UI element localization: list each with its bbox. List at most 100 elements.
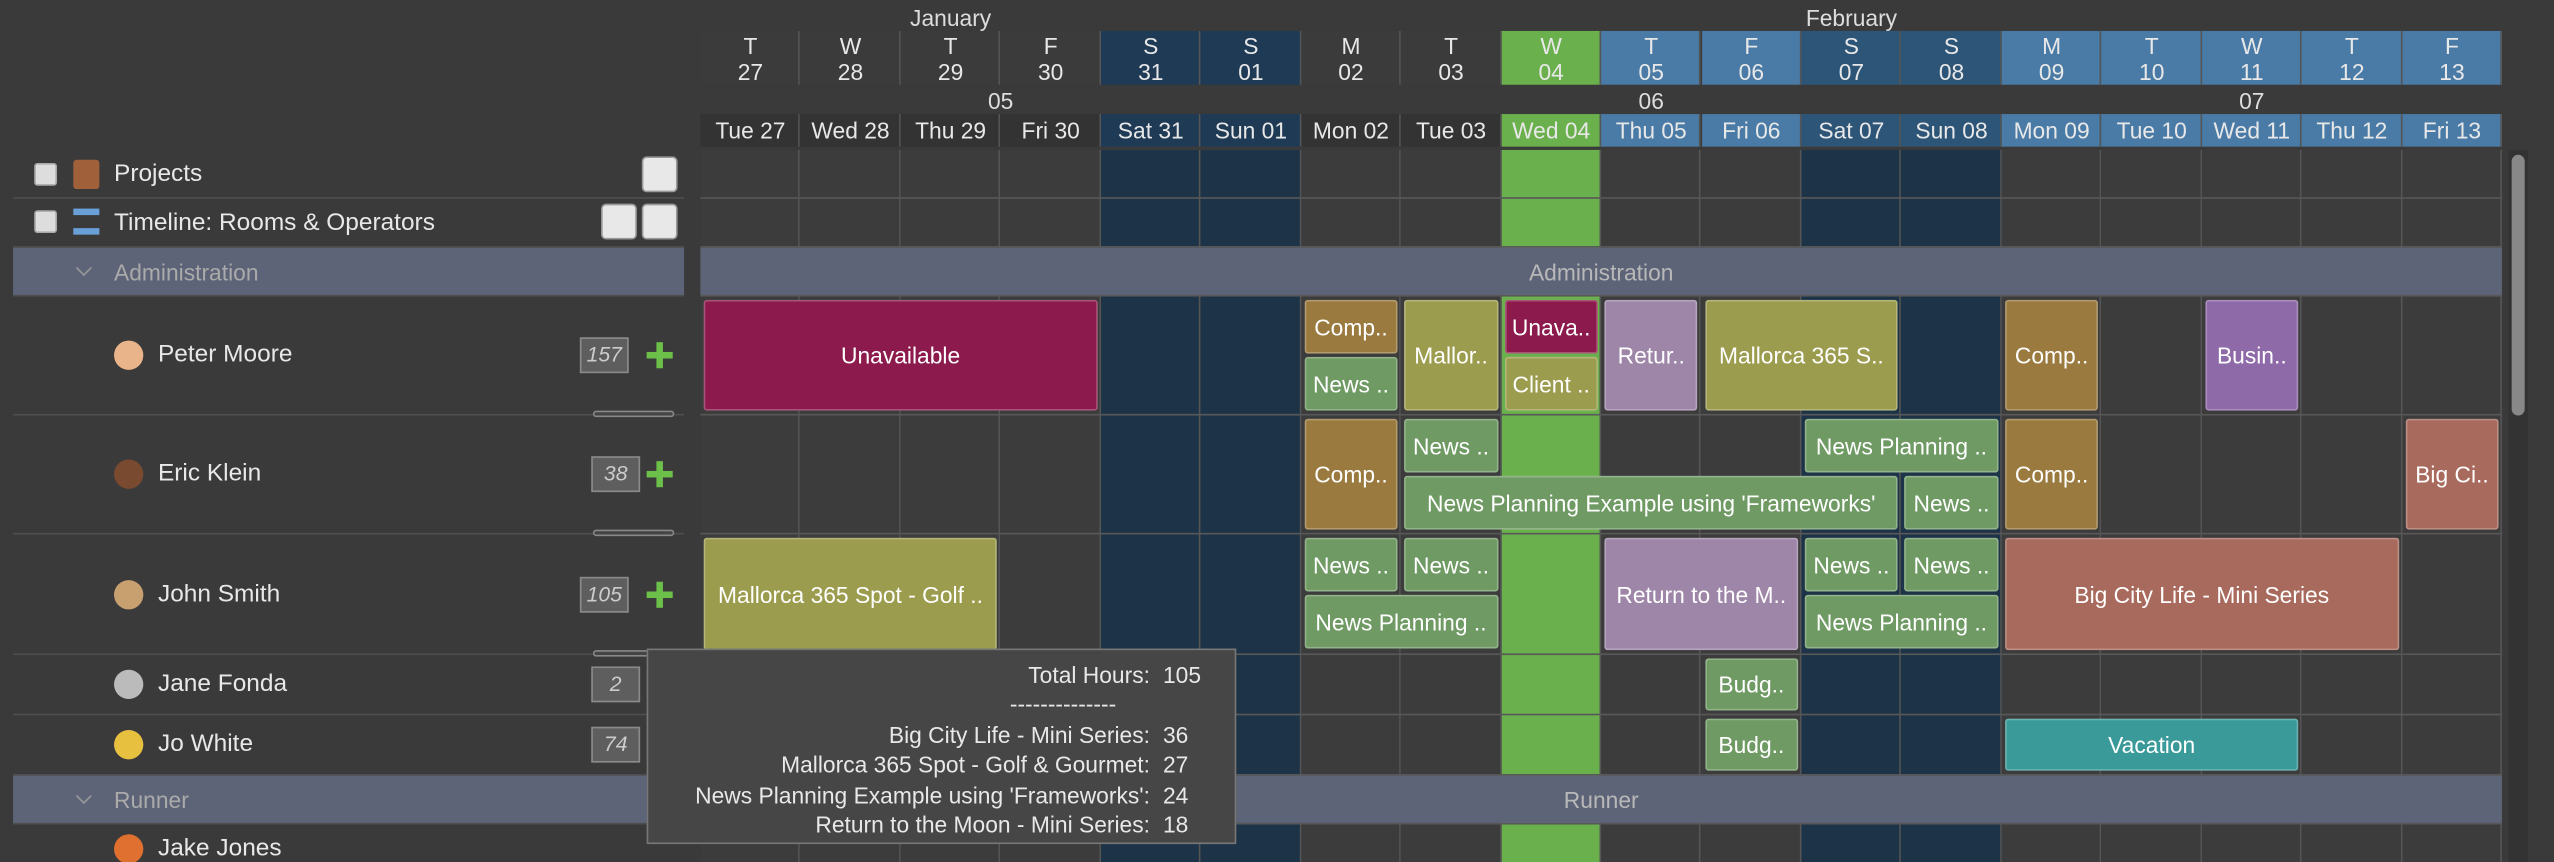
day-header-cell (1300, 30, 1401, 85)
day-number: 29 (937, 58, 964, 85)
day-label: Tue 03 (1415, 117, 1487, 144)
event-block[interactable]: News .. (1304, 537, 1398, 592)
month-row (700, 3, 2503, 31)
day-number: 04 (1538, 58, 1564, 85)
tooltip-value: 36 (1162, 721, 1189, 748)
day-number: 01 (1238, 58, 1264, 85)
day-header-cell (1501, 30, 1602, 85)
search-button[interactable] (641, 156, 678, 193)
event-block[interactable]: News .. (1304, 356, 1398, 411)
resource-avatar (114, 459, 144, 489)
resource-name: Jo White (157, 730, 254, 758)
event-block[interactable]: News Planning .. (1804, 594, 1999, 649)
day-header-cell (1401, 30, 1502, 85)
event-block[interactable]: Big Ci.. (2405, 418, 2499, 530)
week-label: 06 (1638, 87, 1664, 115)
event-block[interactable]: News .. (1404, 418, 1498, 473)
day-number: 08 (1938, 58, 1965, 85)
collapse-toggle[interactable] (34, 210, 58, 234)
event-block[interactable]: News .. (1904, 537, 1999, 592)
day-label: Thu 05 (1615, 117, 1687, 144)
event-block[interactable]: Busin.. (2205, 299, 2299, 411)
day-letter: T (1444, 32, 1459, 59)
search-button[interactable] (601, 203, 637, 240)
day-number: 27 (737, 58, 764, 85)
row-line (13, 774, 685, 776)
day-number: 10 (2139, 58, 2165, 85)
event-block[interactable]: News .. (1804, 537, 1899, 592)
tooltip-value: 24 (1162, 782, 1189, 809)
tooltip-value: 105 (1162, 661, 1202, 688)
day-label: Tue 27 (715, 117, 786, 144)
day-letter: S (1843, 32, 1860, 59)
event-block[interactable]: Comp.. (1304, 418, 1398, 530)
day-header-cell (2401, 30, 2503, 85)
event-block[interactable]: News Planning Example using 'Frameworks' (1404, 475, 1899, 530)
event-block[interactable]: Mallor.. (1404, 299, 1498, 411)
event-block[interactable]: News .. (1904, 475, 1999, 530)
row-line (13, 653, 685, 656)
event-block[interactable]: Comp.. (2004, 418, 2099, 530)
day-label-cell (1000, 114, 1101, 147)
hours-badge: 157 (579, 337, 629, 374)
scrollbar-thumb[interactable] (2511, 154, 2525, 416)
group-band (700, 247, 2503, 295)
day-letter: T (2144, 32, 2159, 59)
day-label: Mon 02 (1312, 117, 1389, 144)
event-block[interactable]: Mallorca 365 S.. (1704, 299, 1899, 411)
day-label-cell (1100, 114, 1201, 147)
event-block[interactable]: Budg.. (1704, 658, 1799, 711)
day-header-cell (700, 30, 801, 85)
resource-avatar (114, 730, 144, 760)
add-button[interactable] (646, 342, 673, 369)
row-line (700, 713, 2503, 716)
event-block[interactable]: News Planning .. (1804, 418, 1999, 473)
day-header-cell (1000, 30, 1101, 85)
group-label: Runner (1563, 787, 1639, 814)
day-number: 05 (1638, 58, 1664, 85)
event-block[interactable]: Unavailable (703, 299, 1098, 411)
event-block[interactable]: Unava.. (1504, 299, 1598, 354)
add-button[interactable] (646, 580, 673, 607)
row-slider[interactable] (592, 529, 675, 537)
day-label-cell (2201, 114, 2302, 147)
event-block[interactable]: Client .. (1504, 356, 1598, 411)
event-block[interactable]: Budg.. (1704, 718, 1799, 771)
day-header-cell (1701, 30, 1802, 85)
expand-toggle[interactable] (34, 162, 58, 186)
day-letter: T (2344, 32, 2359, 59)
event-block[interactable]: News Planning .. (1304, 594, 1498, 649)
row-slider[interactable] (592, 410, 675, 418)
event-block[interactable]: Big City Life - Mini Series (2004, 537, 2399, 651)
event-block[interactable]: Return to the M.. (1604, 537, 1799, 651)
event-block[interactable]: News .. (1404, 537, 1498, 592)
add-button[interactable] (646, 461, 673, 488)
event-block[interactable]: Mallorca 365 Spot - Golf .. (703, 537, 998, 651)
row-line (13, 413, 685, 416)
day-header-cell (1100, 30, 1201, 85)
day-number: 07 (1838, 58, 1865, 85)
tooltip-label: Big City Life - Mini Series: (888, 721, 1150, 748)
day-label: Mon 09 (2013, 117, 2090, 144)
resource-name: Peter Moore (157, 340, 293, 369)
event-block[interactable]: Vacation (2004, 718, 2299, 771)
resource-avatar (114, 579, 144, 609)
day-letter: F (1043, 32, 1058, 59)
day-number: 28 (837, 58, 864, 85)
tooltip: Total Hours: 105 Big City Life - Mini Seri… (646, 648, 1237, 845)
day-label-cell (1300, 114, 1401, 147)
day-label: Sun 01 (1214, 117, 1288, 144)
row-line (13, 822, 685, 825)
day-label-cell (1501, 114, 1602, 147)
resource-avatar (114, 834, 144, 862)
day-label-cell (2101, 114, 2202, 147)
day-number: 09 (2038, 58, 2065, 85)
event-block[interactable]: Retur.. (1604, 299, 1699, 411)
day-label-cell (2401, 114, 2503, 147)
settings-button[interactable] (641, 203, 678, 240)
group-label: Administration (114, 259, 259, 286)
week-row (700, 84, 2503, 115)
day-letter: M (1341, 32, 1361, 59)
event-block[interactable]: Comp.. (1304, 299, 1398, 354)
event-block[interactable]: Comp.. (2004, 299, 2099, 411)
